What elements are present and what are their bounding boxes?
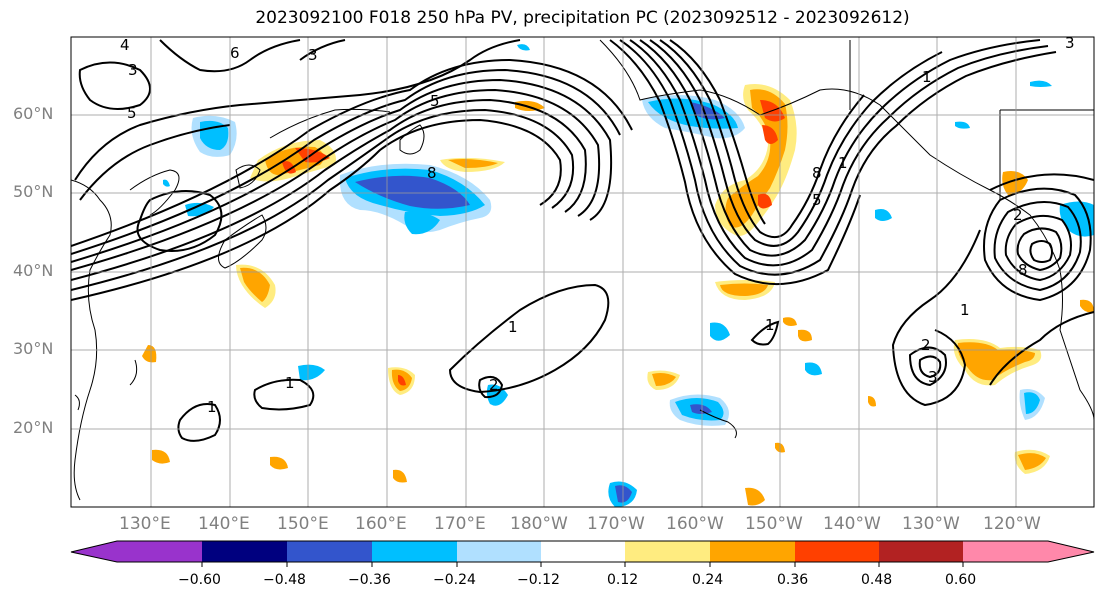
- contour-labels: 4 6 3 5 3 3 1 8 5 1 8 5 1 2 1 1 1 2 3 2 …: [120, 34, 1075, 416]
- precipitation-shading: [142, 44, 1094, 507]
- contour-label: 5: [127, 104, 137, 122]
- contour-label: 8: [427, 164, 437, 182]
- colorbar-tick-label: −0.24: [433, 572, 476, 588]
- colorbar-segment: [795, 541, 879, 562]
- contour-label: 3: [928, 368, 938, 386]
- contour-label: 3: [1065, 34, 1075, 52]
- colorbar-tick-label: 0.12: [607, 572, 639, 588]
- graticule: [71, 37, 1094, 507]
- lat-label-20n: 20°N: [13, 418, 54, 437]
- contour-label: 1: [838, 154, 848, 172]
- map-title: 2023092100 F018 250 hPa PV, precipitatio…: [255, 8, 910, 28]
- lat-label-40n: 40°N: [13, 261, 54, 280]
- contour-label: 1: [285, 374, 295, 392]
- colorbar-segment: [710, 541, 795, 562]
- lon-label: 170°E: [434, 514, 486, 534]
- pv-contours: [71, 39, 1094, 442]
- contour-label: 5: [430, 92, 440, 110]
- contour-label: 2: [921, 336, 931, 354]
- colorbar-segment: [287, 541, 372, 562]
- lon-label: 160°E: [355, 514, 407, 534]
- colorbar-segment: [457, 541, 541, 562]
- lon-label: 130°W: [902, 514, 960, 534]
- contour-label: 2: [489, 376, 499, 394]
- lat-label-30n: 30°N: [13, 339, 54, 358]
- map-frame: [70, 36, 1095, 508]
- lon-label: 120°W: [983, 514, 1041, 534]
- coastlines: [71, 39, 1094, 501]
- contour-label: 1: [922, 68, 932, 86]
- contour-label: 8: [1018, 261, 1028, 279]
- contour-label: 5: [812, 191, 822, 209]
- contour-label: 1: [207, 398, 217, 416]
- lon-label: 180°W: [510, 514, 568, 534]
- contour-label: 3: [308, 46, 318, 64]
- contour-label: 4: [120, 36, 130, 54]
- colorbar: [70, 540, 1095, 567]
- colorbar-segment: [625, 541, 710, 562]
- colorbar-tick-label: 0.60: [945, 572, 977, 588]
- contour-label: 6: [230, 44, 240, 62]
- lat-label-50n: 50°N: [13, 182, 54, 201]
- lon-label: 150°W: [745, 514, 803, 534]
- lon-label: 130°E: [119, 514, 171, 534]
- colorbar-tick-label: 0.48: [861, 572, 893, 588]
- lon-label: 140°E: [198, 514, 250, 534]
- colorbar-tick-label: 0.24: [692, 572, 724, 588]
- colorbar-tick-label: −0.48: [263, 572, 306, 588]
- contour-label: 1: [960, 301, 970, 319]
- lat-label-60n: 60°N: [13, 104, 54, 123]
- lon-label: 170°W: [587, 514, 645, 534]
- contour-label: 1: [508, 318, 518, 336]
- lon-label: 140°W: [823, 514, 881, 534]
- colorbar-segment: [541, 541, 625, 562]
- colorbar-segment: [879, 541, 963, 562]
- colorbar-segment: [202, 541, 287, 562]
- contour-label: 1: [765, 316, 775, 334]
- colorbar-segment: [372, 541, 457, 562]
- contour-label: 2: [1013, 206, 1023, 224]
- colorbar-tick-label: −0.12: [517, 572, 560, 588]
- colorbar-extend-low: [71, 541, 117, 562]
- colorbar-tick-label: −0.60: [178, 572, 221, 588]
- colorbar-tick-label: 0.36: [777, 572, 809, 588]
- lon-label: 150°E: [277, 514, 329, 534]
- lon-label: 160°W: [666, 514, 724, 534]
- colorbar-extend-high: [1048, 541, 1094, 562]
- contour-label: 8: [812, 164, 822, 182]
- contour-label: 3: [128, 61, 138, 79]
- colorbar-segment: [117, 541, 202, 562]
- colorbar-tick-label: −0.36: [348, 572, 391, 588]
- colorbar-segment: [963, 541, 1048, 562]
